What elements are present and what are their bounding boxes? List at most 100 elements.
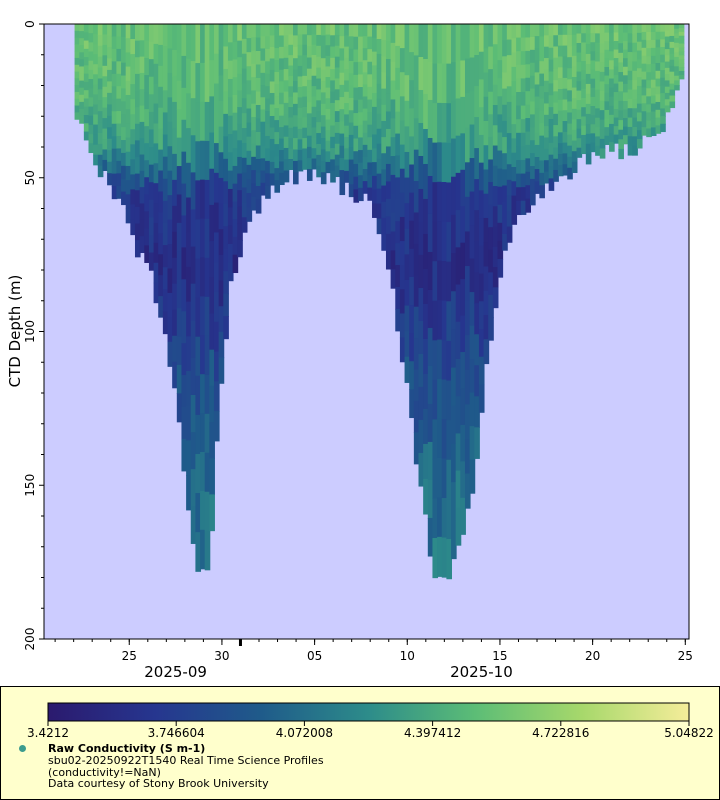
profile-cell [530, 153, 536, 167]
profile-cell [451, 100, 457, 140]
profile-cell [358, 187, 364, 202]
profile-cell [460, 279, 466, 317]
profile-cell [627, 33, 634, 44]
profile-cell [557, 89, 564, 101]
profile-column [478, 24, 485, 413]
profile-cell [316, 143, 322, 156]
profile-cell [107, 69, 113, 82]
profile-cell [288, 138, 294, 150]
profile-cell [446, 142, 452, 184]
profile-cell [227, 243, 234, 263]
profile-cell [144, 228, 150, 246]
profile-cell [664, 42, 671, 50]
profile-cell [678, 51, 685, 56]
profile-cell [520, 51, 527, 66]
profile-cell [79, 80, 85, 89]
profile-cell [195, 297, 202, 338]
profile-cell [395, 45, 401, 69]
profile-cell [367, 99, 373, 113]
profile-cell [213, 321, 220, 353]
profile-cell [330, 170, 336, 183]
profile-cell [520, 78, 527, 93]
profile-cell [121, 88, 127, 102]
profile-cell [669, 65, 676, 73]
profile-cell [674, 24, 680, 30]
profile-column [130, 24, 136, 236]
profile-cell [632, 52, 638, 63]
profile-cell [79, 108, 85, 117]
profile-cell [404, 100, 411, 127]
profile-cell [543, 35, 550, 48]
profile-cell [423, 233, 429, 270]
profile-cell [186, 162, 192, 199]
profile-cell [632, 136, 638, 147]
profile-column [325, 24, 332, 174]
profile-cell [609, 96, 615, 107]
profile-cell [599, 148, 606, 159]
profile-column [88, 24, 95, 154]
profile-cell [260, 60, 267, 74]
profile-cell [590, 60, 597, 71]
profile-cell [125, 208, 132, 224]
profile-cell [279, 69, 285, 82]
profile-cell [306, 68, 313, 81]
profile-cell [418, 419, 425, 454]
profile-cell [632, 145, 638, 156]
profile-cell [325, 108, 332, 121]
profile-cell [483, 290, 490, 316]
profile-cell [297, 24, 304, 36]
profile-cell [376, 24, 383, 40]
profile-cell [204, 413, 211, 454]
profile-cell [246, 80, 253, 96]
profile-cell [139, 219, 146, 237]
profile-column [525, 24, 532, 213]
profile-cell [530, 36, 536, 51]
profile-cell [302, 75, 308, 87]
profile-cell [176, 80, 183, 110]
profile-cell [669, 29, 676, 37]
profile-cell [469, 191, 476, 226]
profile-cell [232, 41, 239, 61]
profile-column [246, 24, 253, 222]
profile-cell [413, 55, 420, 88]
profile-cell [455, 284, 462, 323]
profile-cell [590, 78, 597, 89]
profile-column [464, 24, 471, 509]
profile-cell [581, 33, 587, 44]
profile-cell [158, 275, 164, 297]
profile-cell [130, 204, 136, 221]
profile-cell [553, 113, 559, 126]
profile-cell [325, 34, 332, 46]
profile-cell [441, 261, 448, 302]
profile-column [204, 24, 211, 571]
profile-cell [125, 52, 132, 68]
profile-cell [571, 161, 578, 173]
profile-cell [358, 49, 364, 63]
profile-cell [506, 210, 513, 228]
profile-cell [111, 136, 118, 150]
profile-cell [548, 59, 555, 73]
profile-cell [534, 72, 541, 86]
profile-cell [492, 64, 499, 86]
profile-cell [102, 76, 109, 88]
profile-cell [381, 72, 387, 90]
profile-cell [557, 56, 564, 68]
profile-cell [562, 24, 569, 36]
profile-cell [441, 498, 448, 539]
profile-cell [279, 138, 285, 151]
profile-cell [395, 308, 401, 332]
profile-cell [674, 47, 680, 53]
profile-cell [167, 292, 174, 318]
profile-cell [358, 99, 364, 113]
profile-cell [604, 101, 611, 111]
profile-cell [543, 58, 550, 71]
profile-cell [367, 112, 373, 126]
profile-cell [548, 130, 555, 144]
profile-cell [460, 497, 466, 535]
profile-cell [437, 142, 443, 183]
profile-cell [353, 125, 360, 140]
profile-cell [427, 137, 434, 177]
profile-cell [669, 77, 676, 85]
profile-cell [571, 45, 578, 57]
profile-cell [330, 57, 336, 70]
